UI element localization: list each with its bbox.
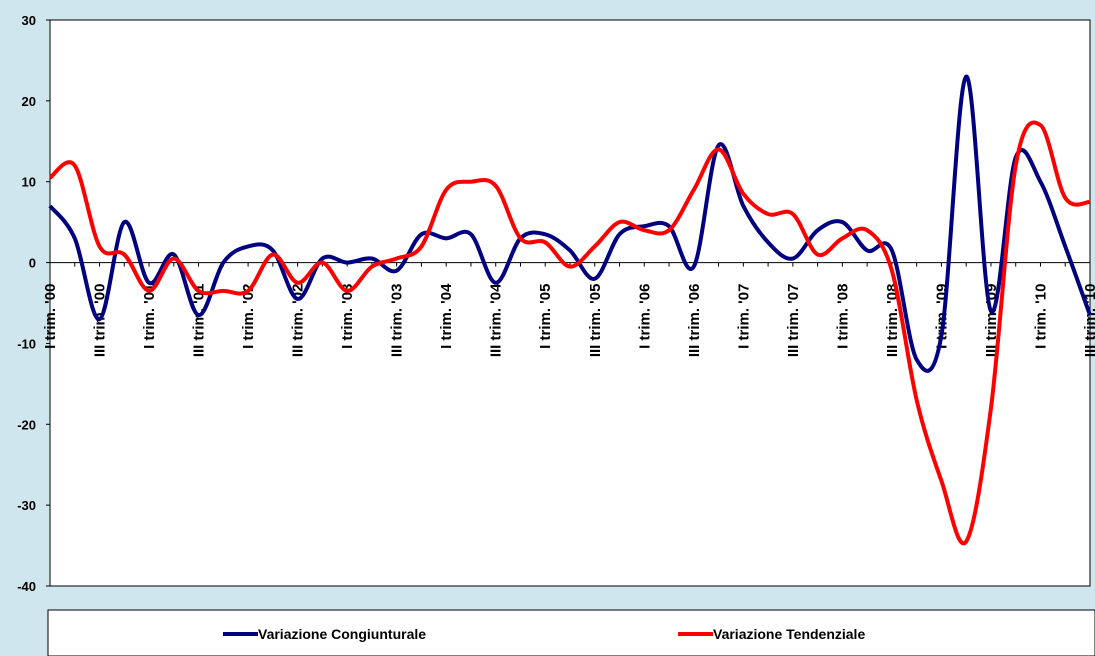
plot-area xyxy=(49,19,1091,587)
y-tick-label: 0 xyxy=(29,256,36,271)
y-tick-label: -10 xyxy=(17,336,36,351)
x-tick-label: I trim. '10 xyxy=(1032,284,1049,349)
legend-label: Variazione Tendenziale xyxy=(713,626,865,642)
y-tick-label: 10 xyxy=(22,175,36,190)
y-tick-label: -30 xyxy=(17,498,36,513)
x-tick-label: I trim. '03 xyxy=(339,284,356,349)
x-tick-label: III trim. '04 xyxy=(488,283,505,357)
x-tick-label: III trim. '08 xyxy=(884,284,901,358)
y-tick-label: 30 xyxy=(22,13,36,28)
x-tick-label: I trim. '02 xyxy=(240,284,257,349)
x-tick-label: III trim. '07 xyxy=(785,284,802,358)
series-line xyxy=(48,74,1092,373)
legend-label: Variazione Congiunturale xyxy=(258,626,426,642)
x-tick-label: I trim. '01 xyxy=(141,284,158,349)
y-tick-label: -40 xyxy=(17,579,36,594)
x-tick-label: I trim. '07 xyxy=(735,284,752,349)
x-tick-label: I trim. '04 xyxy=(438,283,455,349)
x-tick-label: III trim. '06 xyxy=(686,284,703,358)
series-line xyxy=(48,120,1091,546)
x-tick-label: I trim. '05 xyxy=(537,284,554,349)
x-tick-label: III trim. '02 xyxy=(290,284,307,358)
y-tick-label: 20 xyxy=(22,94,36,109)
x-tick-label: III trim. '05 xyxy=(587,284,604,358)
x-tick-label: I trim. '06 xyxy=(636,284,653,349)
x-tick-label: III trim. '01 xyxy=(191,284,208,358)
y-tick-label: -20 xyxy=(17,417,36,432)
x-tick-label: I trim. '08 xyxy=(834,284,851,349)
x-tick-label: III trim. '03 xyxy=(389,284,406,358)
legend-box xyxy=(47,609,1095,656)
x-tick-label: I trim. '00 xyxy=(42,284,59,349)
